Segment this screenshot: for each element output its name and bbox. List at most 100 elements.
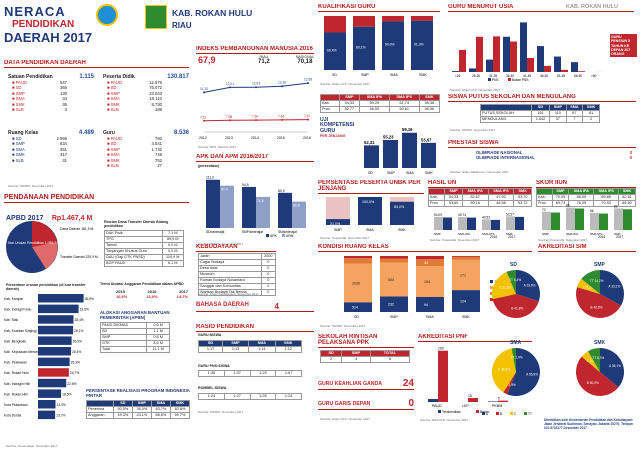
rombel-label: ROMBEL:SISWA <box>198 386 227 390</box>
prestasi-source: Sumber: Ditjen Dikdasmen, November 2017 <box>450 170 509 174</box>
legend-apm-swatch <box>282 234 285 237</box>
list-item-value: 317 <box>60 152 67 158</box>
usia-cat-label: >60 <box>591 74 597 78</box>
kondisi-segment-rusak_berat <box>416 256 444 260</box>
persen-label: Kota Dumai <box>4 414 21 418</box>
akr-slice-label: B 46,6% <box>590 305 602 309</box>
title-line3: DAERAH 2017 <box>4 30 93 45</box>
realisasi-table: SD SMP SMA SMK Penerima 50,5% 36,0% 83,7% 63,8% A… <box>86 400 191 419</box>
prestasi-item: OLIMPIADE INTERNASIONAL 0 <box>476 155 632 160</box>
kondisi-value: 504 <box>388 278 394 282</box>
putus-source: Sumber: PDSPK, November 2017 <box>450 128 496 132</box>
trend-value-0: 16,6% <box>116 294 128 300</box>
kebudayaan-table: Jarah 2000 Cagar Budaya 0 Desa Adat 0 Museum 0 R… <box>198 253 277 296</box>
table-cell: 43,1% <box>131 412 152 419</box>
persen-bar <box>38 400 56 409</box>
bar-value: 83 <box>614 204 618 208</box>
bar-prev <box>506 216 515 230</box>
persen-bar <box>38 389 62 398</box>
kualifikasi-stacked-chart: 69,4% SD 80,1% SMP 90,0% SMA 91,3% SMK <box>324 16 433 77</box>
list-item-label: ■ SMP <box>107 146 120 152</box>
table-row: Prov. 69,73 76,09 70,93 85,60 <box>536 200 636 207</box>
table-cell: 1.642 <box>530 116 551 123</box>
list-item-label: ■ SD <box>12 136 22 141</box>
iiun-chart: 70 SMP 86 SMA IPA 66 SMA IPS 83 SMK 2016 2017 <box>542 204 632 238</box>
legend-2016: 2016 <box>598 235 605 238</box>
akr-chart-title: SMK <box>594 340 606 346</box>
hasil-un-chart: 50,09 SMP 49,74 SMA IPA 40,53 SMA IPS 52,57 SMK… <box>434 212 524 238</box>
trend-year-0: 2015 <box>116 289 125 295</box>
ipm-value: 67,9 <box>198 55 216 65</box>
kondisi-segment-baik <box>344 302 372 312</box>
un-table: SMP SMA IPA SMA IPS SMK Kab. 54,33 59,25 61,74 5… <box>320 94 441 113</box>
ipm-riau-value: 71,2 <box>258 59 270 65</box>
bar-curr <box>599 213 608 230</box>
kondisi-segment-rusak_ringan <box>416 266 444 298</box>
usia-bar-pns <box>469 68 476 72</box>
list-item: ■ SMK 752 <box>107 158 162 163</box>
data-pendidikan-heading: DATA PENDIDIKAN DAERAH <box>4 60 189 68</box>
table-cell: 6,1 M <box>161 260 185 268</box>
usia-heading: GURU MENURUT USIA <box>448 4 634 12</box>
bantuan-block: ALOKASI ANGGARAN BANTUAN PEMERINTAH (APB… <box>99 310 188 353</box>
apk-source: Sumber: PDSPK, November 2017 <box>198 242 244 246</box>
kual-bar-s1 <box>353 26 375 70</box>
apbd-pie: Non Urusan Pendidikan 1.055,7 M Dana Dae… <box>6 221 98 273</box>
bar-prev <box>590 212 599 230</box>
table-cell: 53,72 <box>513 200 532 207</box>
table-header-row: SD SMP SMA SMK <box>480 104 600 111</box>
list-item: ■ SMP 1.732 <box>107 147 162 152</box>
list-item-label: ■ SLB <box>107 163 119 169</box>
akr-legend-label: B <box>500 412 502 416</box>
uji-sub: PER JENJANG <box>320 134 346 139</box>
ministry-logo-icon <box>96 4 118 26</box>
pnf-bar-belum <box>498 400 508 402</box>
persen-value: 22,6% <box>67 382 76 386</box>
akr-legend-label: C <box>514 412 517 416</box>
kondisi-segment-rusak_ringan <box>344 263 372 303</box>
legend-belum-swatch <box>476 410 479 413</box>
akr-slice-label: C 38,2% <box>498 367 510 371</box>
region-name: KAB. ROKAN HULU RIAU <box>172 8 252 30</box>
table-row: Warisan Budaya Tak Benda 0 <box>198 289 277 296</box>
list-item: ■ SMK 36 <box>12 102 67 107</box>
list-item: ■ SLB 186 <box>107 107 162 112</box>
ipm-value-label: 12,01 <box>226 82 234 86</box>
unbk-bar-chart: 21,0% SMP 100,0% SMA 83,0% SMK <box>326 197 414 232</box>
table-cell: 1:27 <box>223 393 251 400</box>
akreditasi-pie-charts: SD A 29,9% B 41,8% C 21,9% TT 6,4% SMP A 33,1%… <box>482 262 624 416</box>
rasio-table-rombel: 1:24 1:27 1:28 1:24 <box>198 393 302 400</box>
kondisi-cat-label: SD <box>354 315 359 319</box>
akr-legend-swatch <box>524 412 527 415</box>
kebudayaan-source: Sumber: Ditjen Kebudayaan, November 2017 <box>198 292 259 296</box>
hasil-un-table: SMP SMA IPA SMA IPS SMK Kab. 54,33 52,67 47,93 5… <box>427 188 532 207</box>
uji-value: 52,31 <box>364 140 375 145</box>
list-item: ■ PAUD 547 <box>12 80 67 85</box>
table-cell: 56,56 <box>418 106 441 113</box>
list-item-value: 27 <box>157 163 162 169</box>
realisasi-title: PERSENTASE REALISASI PROGRAM INDONESIA P… <box>86 388 190 398</box>
iiun-table: SMP SMA IPA SMA IPS SMK Kab. 70,05 86,09 65,85 8… <box>536 188 636 207</box>
legend-2016: 2016 <box>490 235 497 238</box>
persen-value: 26,4% <box>72 350 81 354</box>
ipm-value-label: 7,64 <box>278 114 284 118</box>
persen-label: Kab. Indragiri Hilir <box>4 382 31 386</box>
list-item-value: 3 <box>64 107 67 113</box>
akr-slice-label: C 6,2% <box>583 285 594 289</box>
list-item-label: ■ PAUD <box>107 80 123 85</box>
akr-slice <box>503 372 516 395</box>
kondisi-value: 124 <box>460 300 466 304</box>
list-item-label: ■ SMA <box>12 96 25 102</box>
akr-legend-swatch <box>510 412 513 415</box>
ipm-point-rata <box>281 118 283 121</box>
list-item: ■ SD 2.956 <box>12 136 67 141</box>
kondisi-value: 2030 <box>352 282 360 286</box>
kondisi-segment-rusak_sedang <box>452 256 480 260</box>
ipm-value-label: 12,03 <box>252 82 260 86</box>
bar-value: 49,74 <box>458 213 466 217</box>
list-item-value: 130 <box>60 90 67 96</box>
table-cell: 1:14 <box>248 346 276 353</box>
table-cell: Anggaran <box>86 412 114 419</box>
kual-bar-s1 <box>382 21 404 70</box>
table-cell: 52,77 <box>338 106 361 113</box>
